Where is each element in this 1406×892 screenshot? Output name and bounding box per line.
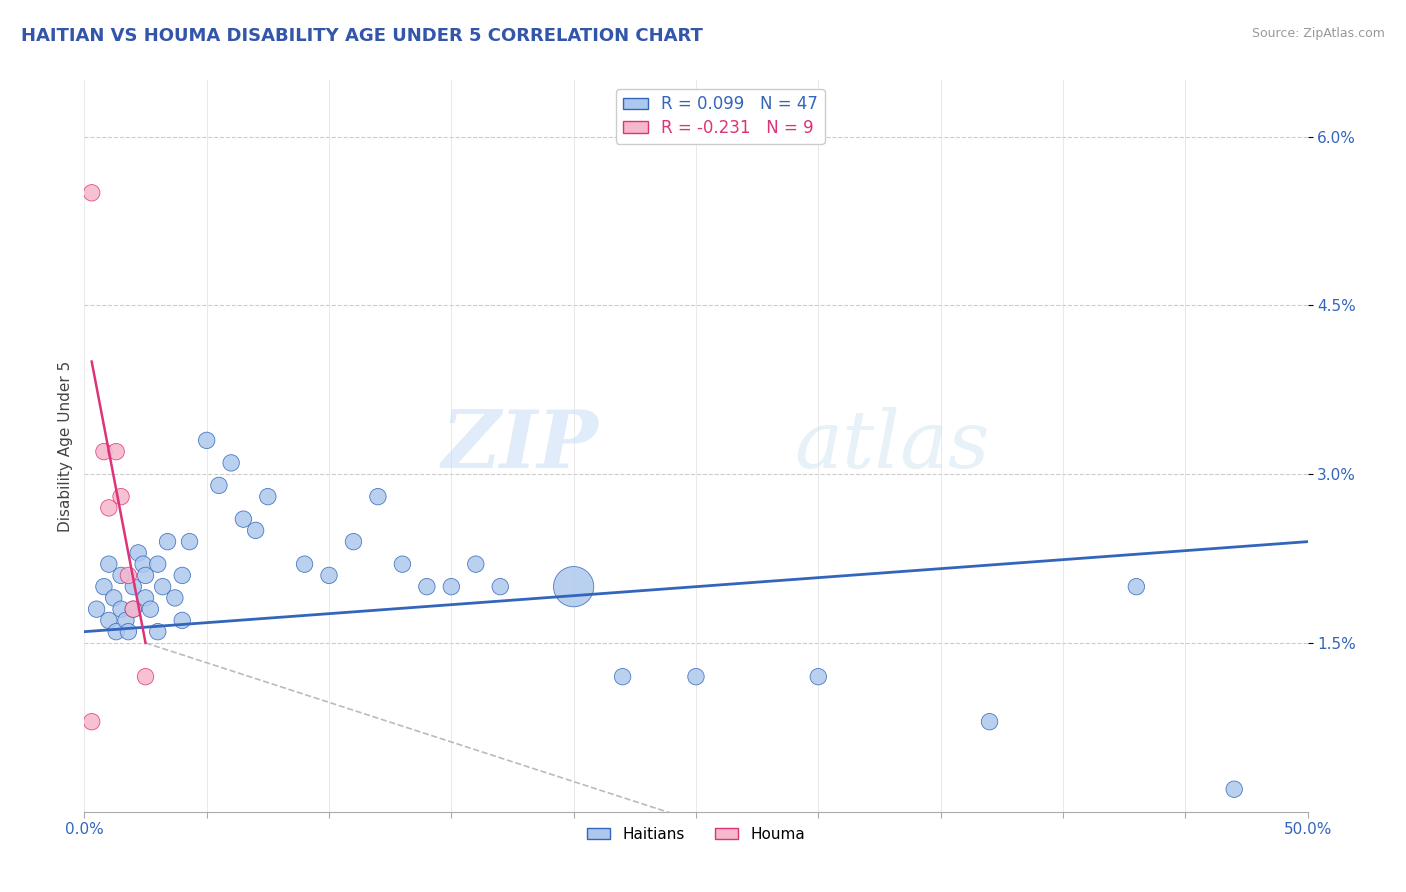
- Point: [135, 568, 157, 582]
- Point: [172, 614, 194, 628]
- Point: [562, 580, 585, 594]
- Point: [1125, 580, 1147, 594]
- Point: [464, 557, 486, 571]
- Point: [105, 624, 128, 639]
- Point: [135, 591, 157, 605]
- Point: [122, 580, 145, 594]
- Point: [232, 512, 254, 526]
- Text: ZIP: ZIP: [441, 408, 598, 484]
- Point: [135, 670, 157, 684]
- Point: [294, 557, 316, 571]
- Point: [612, 670, 634, 684]
- Point: [257, 490, 280, 504]
- Point: [80, 186, 103, 200]
- Point: [117, 568, 139, 582]
- Point: [979, 714, 1001, 729]
- Point: [195, 434, 218, 448]
- Point: [342, 534, 364, 549]
- Point: [132, 557, 155, 571]
- Point: [110, 602, 132, 616]
- Point: [156, 534, 179, 549]
- Point: [115, 614, 138, 628]
- Point: [179, 534, 201, 549]
- Point: [440, 580, 463, 594]
- Point: [208, 478, 231, 492]
- Point: [172, 568, 194, 582]
- Point: [122, 602, 145, 616]
- Point: [86, 602, 108, 616]
- Point: [489, 580, 512, 594]
- Point: [117, 624, 139, 639]
- Point: [93, 444, 115, 458]
- Text: Source: ZipAtlas.com: Source: ZipAtlas.com: [1251, 27, 1385, 40]
- Y-axis label: Disability Age Under 5: Disability Age Under 5: [58, 360, 73, 532]
- Text: HAITIAN VS HOUMA DISABILITY AGE UNDER 5 CORRELATION CHART: HAITIAN VS HOUMA DISABILITY AGE UNDER 5 …: [21, 27, 703, 45]
- Point: [367, 490, 389, 504]
- Point: [80, 714, 103, 729]
- Legend: Haitians, Houma: Haitians, Houma: [581, 821, 811, 848]
- Point: [110, 568, 132, 582]
- Point: [685, 670, 707, 684]
- Point: [245, 524, 267, 538]
- Point: [163, 591, 186, 605]
- Point: [93, 580, 115, 594]
- Point: [416, 580, 439, 594]
- Point: [97, 500, 120, 515]
- Point: [97, 614, 120, 628]
- Point: [318, 568, 340, 582]
- Point: [97, 557, 120, 571]
- Point: [391, 557, 413, 571]
- Point: [110, 490, 132, 504]
- Point: [139, 602, 162, 616]
- Point: [807, 670, 830, 684]
- Point: [146, 624, 169, 639]
- Point: [146, 557, 169, 571]
- Point: [103, 591, 125, 605]
- Point: [152, 580, 174, 594]
- Point: [122, 602, 145, 616]
- Text: atlas: atlas: [794, 408, 990, 484]
- Point: [1223, 782, 1246, 797]
- Point: [219, 456, 242, 470]
- Point: [105, 444, 128, 458]
- Point: [127, 546, 149, 560]
